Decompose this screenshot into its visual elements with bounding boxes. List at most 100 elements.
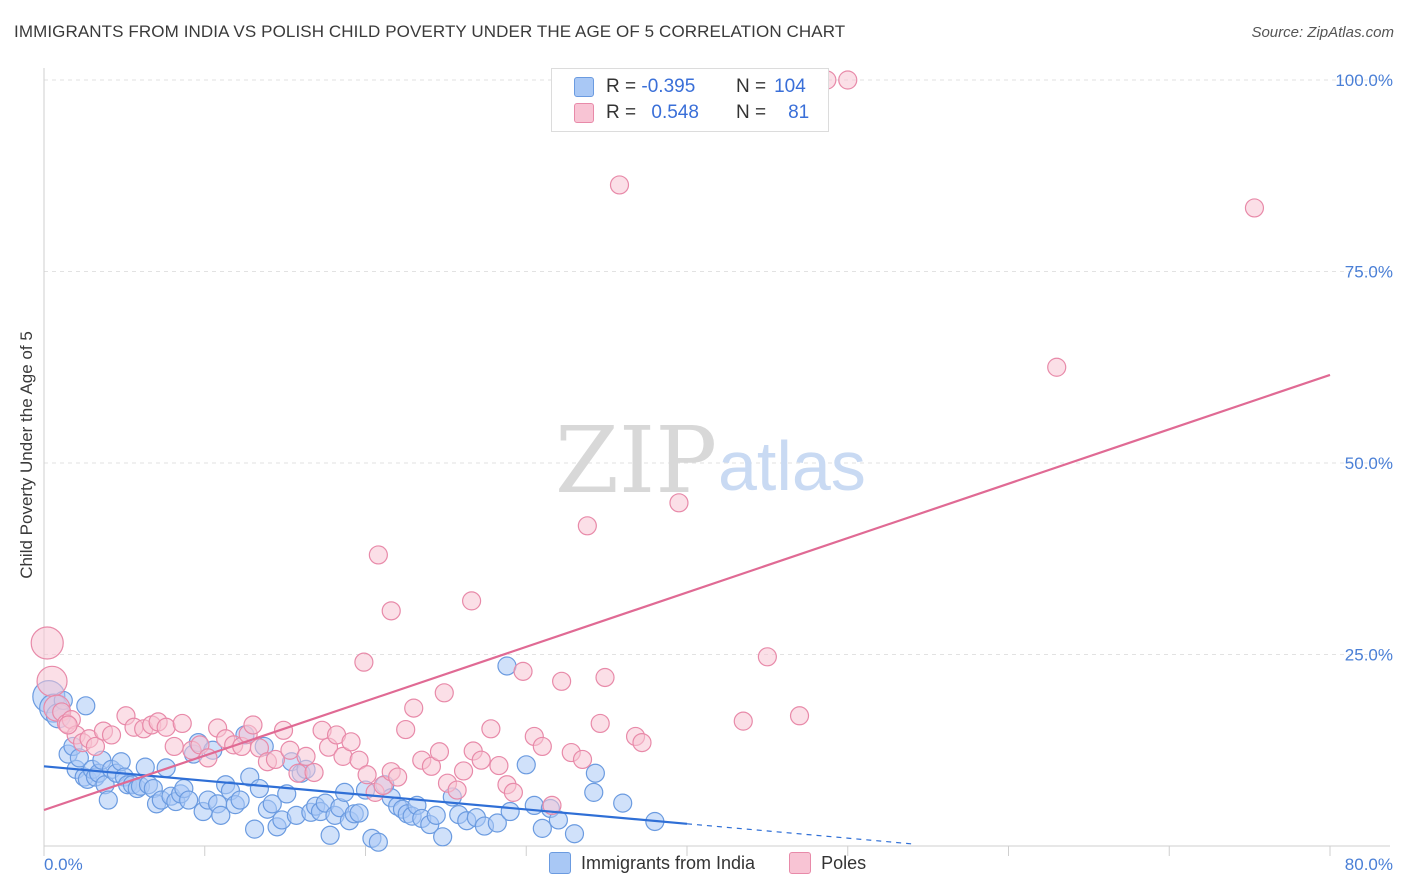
legend-r-value-india: -0.395 <box>641 76 696 97</box>
legend-swatch-india <box>574 77 594 97</box>
india-point <box>349 803 369 823</box>
poles-point <box>349 750 369 770</box>
poles-point <box>632 732 652 753</box>
india-point <box>179 790 199 810</box>
poles-point <box>273 720 294 740</box>
india-point <box>487 813 507 833</box>
india-point <box>368 832 388 852</box>
poles-point <box>381 601 401 621</box>
poles-point <box>733 711 753 731</box>
y-tick-label: 100.0% <box>1335 71 1393 90</box>
legend-n-label-india: N = <box>736 76 767 97</box>
poles-point <box>288 763 308 783</box>
india-point <box>320 825 340 845</box>
legend-n-value-india: 104 <box>774 76 806 97</box>
india-trend-extension <box>686 823 913 845</box>
poles-point <box>542 795 562 816</box>
poles-point <box>838 70 858 90</box>
legend-row-india: R = -0.395 N = 104 <box>574 75 806 99</box>
poles-point <box>481 719 501 739</box>
india-point <box>262 794 282 814</box>
poles-point <box>757 647 777 667</box>
poles-point <box>58 715 78 735</box>
poles-point <box>357 765 377 785</box>
poles-point <box>595 667 615 688</box>
poles-point <box>471 750 491 770</box>
poles-point <box>280 740 300 760</box>
poles-point <box>404 698 424 718</box>
poles-point <box>172 713 192 734</box>
india-point <box>98 790 118 810</box>
india-point <box>497 656 517 676</box>
india-point <box>584 782 604 802</box>
y-tick-label: 50.0% <box>1345 454 1393 473</box>
poles-point <box>609 175 630 195</box>
series-legend-poles[interactable]: Poles <box>789 852 866 874</box>
india-point <box>516 755 536 775</box>
poles-point <box>36 665 68 697</box>
poles-point <box>489 755 509 776</box>
poles-trend-line <box>43 373 1331 812</box>
poles-point <box>1244 198 1265 218</box>
source-label: Source: ZipAtlas.com <box>1251 24 1394 41</box>
poles-point <box>461 591 482 611</box>
poles-point <box>590 713 610 734</box>
india-point <box>244 819 265 839</box>
poles-point <box>368 545 388 565</box>
india-point <box>500 801 520 822</box>
poles-point <box>164 736 184 757</box>
legend-swatch-poles <box>574 103 594 123</box>
legend-n-label-poles: N = <box>736 102 767 123</box>
y-tick-label: 25.0% <box>1345 646 1393 665</box>
india-point <box>230 790 250 810</box>
poles-point <box>30 626 64 660</box>
watermark-zip: ZIP <box>555 407 717 514</box>
series-label-poles: Poles <box>821 852 867 873</box>
series-legend-india[interactable]: Immigrants from India <box>549 852 755 874</box>
poles-point <box>156 717 176 737</box>
poles-point <box>789 706 810 726</box>
poles-point <box>447 780 467 800</box>
india-trend-line <box>43 765 688 825</box>
poles-point <box>421 756 442 776</box>
poles-point <box>341 732 361 752</box>
poles-point <box>453 761 474 781</box>
poles-point <box>101 725 122 745</box>
x-tick-label: 80.0% <box>1345 855 1393 874</box>
x-tick-label: 0.0% <box>44 855 83 874</box>
series-swatch-poles <box>789 852 812 874</box>
poles-point <box>304 762 324 783</box>
india-point <box>433 827 453 847</box>
poles-point <box>552 671 572 691</box>
poles-point <box>577 516 597 536</box>
poles-point <box>513 661 533 681</box>
legend-r-value-poles: 0.548 <box>651 102 699 123</box>
y-tick-label: 75.0% <box>1345 263 1393 282</box>
poles-point <box>296 746 316 766</box>
watermark-atlas: atlas <box>718 427 866 505</box>
poles-point <box>1047 357 1067 377</box>
stats-legend: R = -0.395 N = 104 R = 0.548 N = 81 <box>551 68 829 132</box>
poles-point <box>572 749 593 770</box>
poles-point <box>434 683 454 703</box>
poles-point <box>532 736 552 757</box>
poles-point <box>396 719 416 740</box>
poles-point <box>503 782 523 802</box>
poles-point <box>265 749 286 770</box>
chart-title: IMMIGRANTS FROM INDIA VS POLISH CHILD PO… <box>14 22 846 41</box>
legend-r-label-poles: R = <box>606 102 637 123</box>
poles-point <box>243 715 263 735</box>
poles-point <box>85 736 106 757</box>
series-legend: Immigrants from India Poles <box>549 852 900 874</box>
legend-n-value-poles: 81 <box>788 102 810 123</box>
india-point <box>426 805 446 825</box>
legend-r-label-india: R = <box>606 76 637 97</box>
series-swatch-india <box>549 852 571 874</box>
india-point <box>585 763 605 783</box>
india-point <box>613 793 633 813</box>
india-point <box>211 805 231 825</box>
india-point <box>249 778 270 799</box>
india-point <box>76 696 96 716</box>
india-point <box>532 818 552 838</box>
